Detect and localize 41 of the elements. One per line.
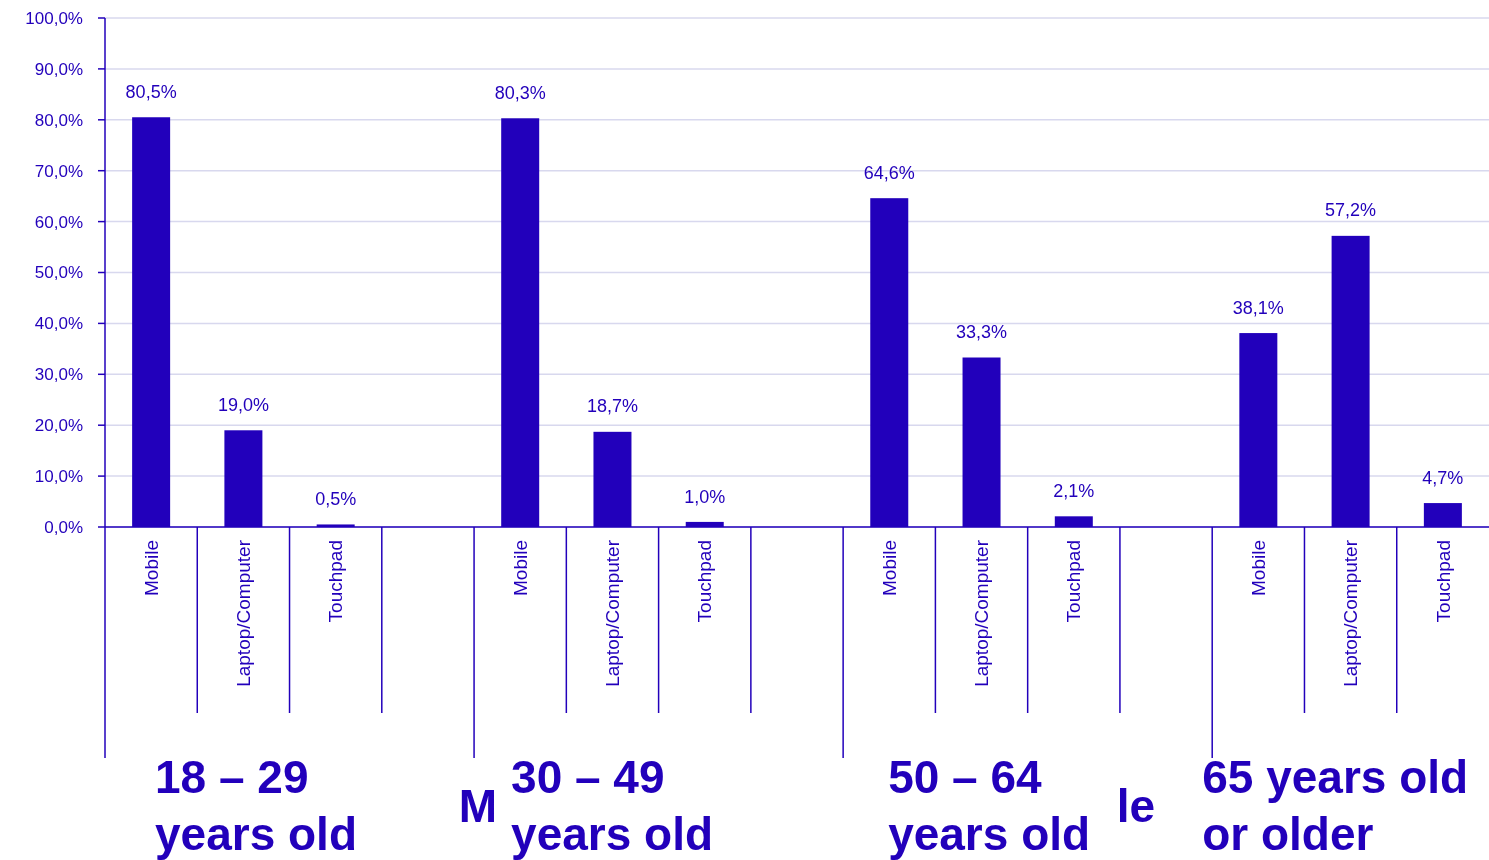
text: 50 – 64 years old	[888, 751, 1091, 860]
y-tick-label: 40,0%	[34, 314, 83, 334]
text: M	[458, 780, 498, 832]
data-label: 33,3%	[956, 322, 1008, 343]
data-label: 1,0%	[684, 486, 726, 507]
x-tick-label: Laptop/Computer	[602, 539, 624, 687]
y-tick-label: 20,0%	[34, 416, 83, 436]
data-label: 2,1%	[1053, 480, 1095, 501]
y-tick-label: 0,0%	[44, 517, 83, 537]
text: 18 – 29 years old	[155, 751, 357, 860]
y-tick-label: 80,0%	[34, 110, 83, 130]
y-tick-label: 100,0%	[25, 8, 83, 28]
x-tick-label: Mobile	[509, 540, 531, 596]
text: 30 – 49 years old	[511, 751, 714, 860]
data-label: 38,1%	[1232, 297, 1284, 318]
x-tick-label: Laptop/Computer	[233, 539, 255, 687]
data-label: 57,2%	[1325, 200, 1377, 221]
data-label: 19,0%	[217, 394, 269, 415]
x-tick-label: Laptop/Computer	[1340, 539, 1362, 687]
y-tick-label: 60,0%	[34, 212, 83, 232]
x-tick-label: Touchpad	[325, 540, 347, 623]
data-label: 0,5%	[315, 489, 357, 510]
data-label: 4,7%	[1422, 467, 1464, 488]
data-label: 18,7%	[586, 396, 638, 417]
data-label: 64,6%	[863, 162, 915, 183]
y-tick-label: 10,0%	[34, 467, 83, 487]
x-tick-label: Touchpad	[1432, 540, 1454, 623]
y-tick-label: 30,0%	[34, 365, 83, 385]
y-tick-label: 90,0%	[34, 59, 83, 79]
text: 65 years old or older	[1202, 751, 1469, 860]
x-tick-label: Laptop/Computer	[971, 539, 993, 687]
y-tick-label: 70,0%	[34, 161, 83, 181]
data-label: 80,5%	[125, 81, 177, 102]
y-tick-label: 50,0%	[34, 263, 83, 283]
x-tick-label: Mobile	[1247, 540, 1269, 596]
x-tick-label: Mobile	[140, 540, 162, 596]
data-label: 80,3%	[494, 82, 546, 103]
text: le	[1116, 780, 1156, 832]
x-tick-label: Mobile	[878, 540, 900, 596]
x-tick-label: Touchpad	[694, 540, 716, 623]
x-tick-label: Touchpad	[1063, 540, 1085, 623]
